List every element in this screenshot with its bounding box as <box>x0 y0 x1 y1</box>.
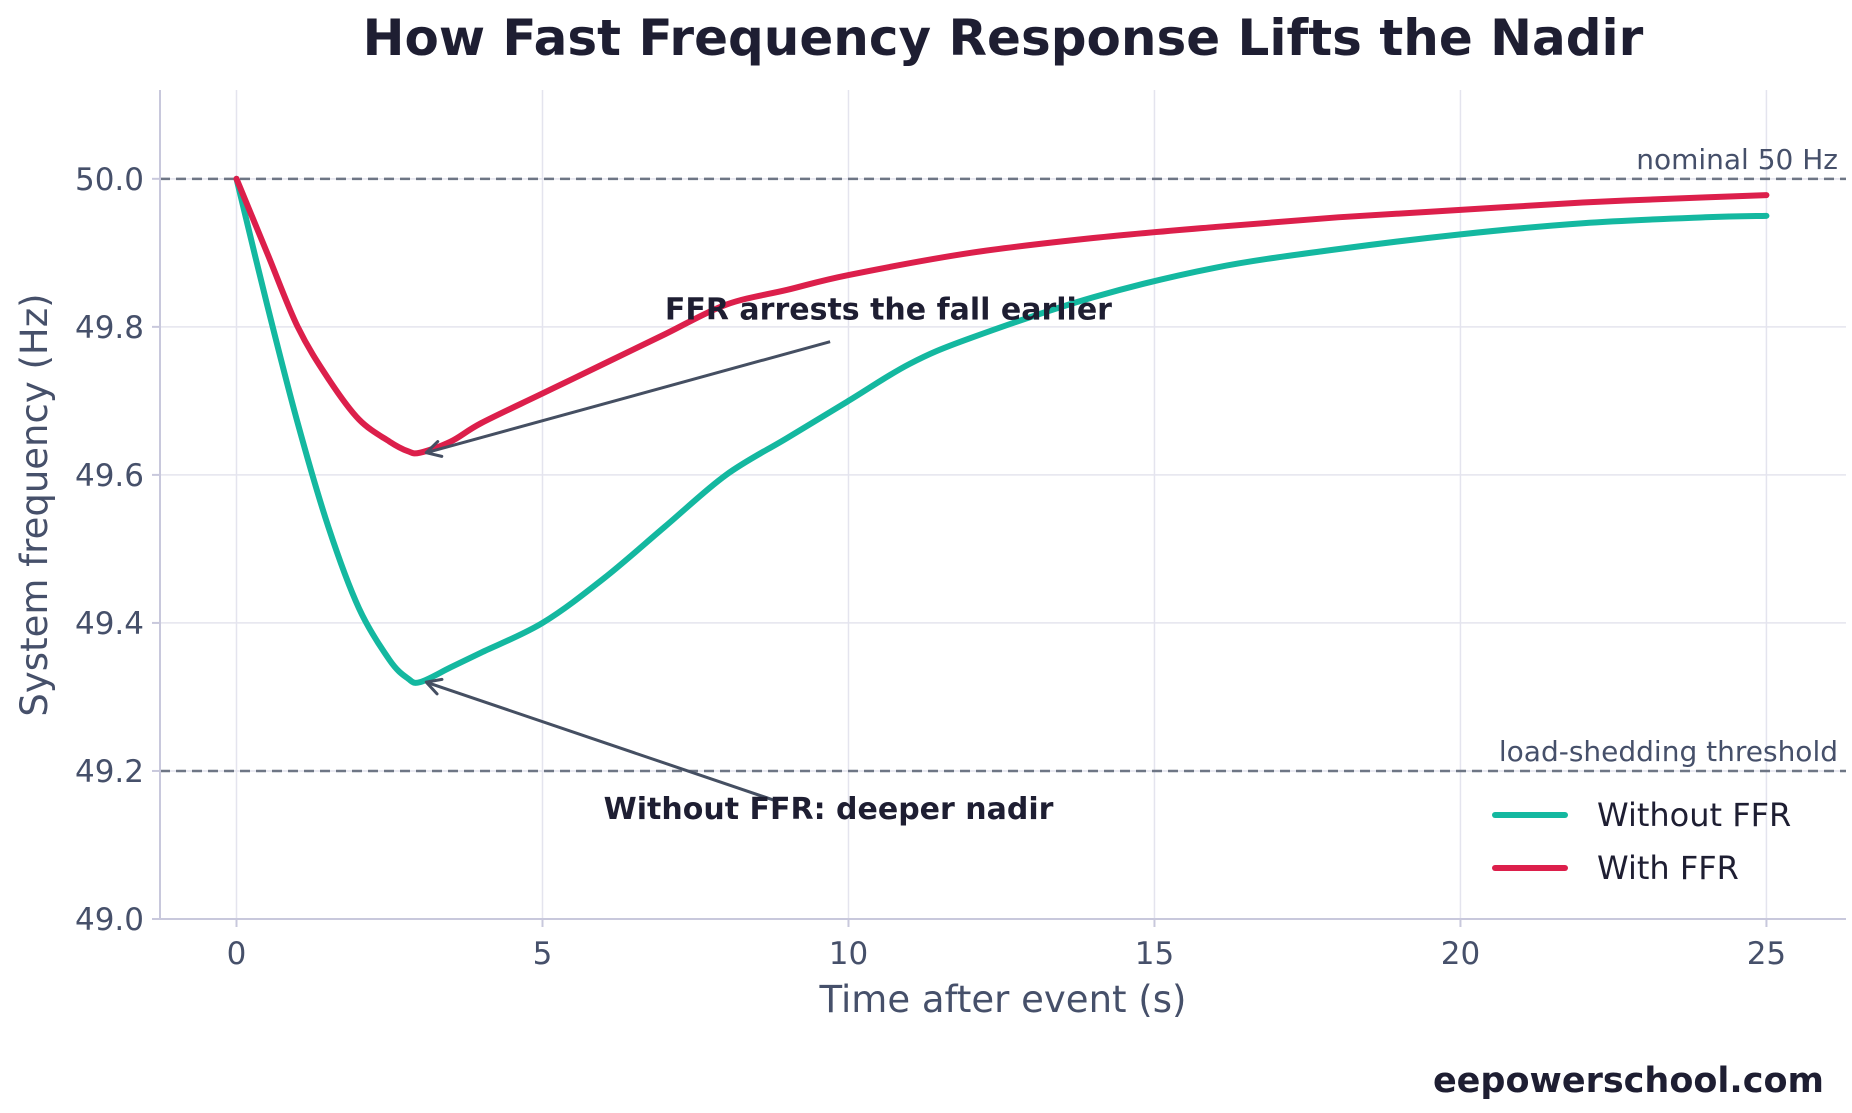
annotation-arrowhead <box>424 440 444 458</box>
x-axis-label: Time after event (s) <box>819 978 1187 1021</box>
x-tick-label: 0 <box>227 936 247 972</box>
reference-line-label: nominal 50 Hz <box>1636 143 1838 176</box>
annotation-text: FFR arrests the fall earlier <box>665 292 1112 327</box>
x-ticks: 0 5 10 15 20 25 <box>227 919 1786 972</box>
x-tick-label: 10 <box>829 936 868 972</box>
series-line-without-ffr <box>233 175 1770 686</box>
reference-line-label: load-shedding threshold <box>1499 735 1838 768</box>
y-ticks: 49.0 49.2 49.4 49.6 49.8 50.0 <box>75 162 160 938</box>
y-tick-label: 50.0 <box>75 162 144 198</box>
y-tick-label: 49.4 <box>75 606 144 642</box>
legend-label: With FFR <box>1597 849 1739 887</box>
x-tick-label: 25 <box>1747 936 1786 972</box>
annotations: FFR arrests the fall earlier Without FFR:… <box>424 292 1112 827</box>
legend: Without FFR With FFR <box>1492 796 1791 887</box>
y-tick-label: 49.2 <box>75 754 144 790</box>
chart-title: How Fast Frequency Response Lifts the Na… <box>363 9 1644 67</box>
series-line-with-ffr <box>233 175 1770 457</box>
reference-lines: nominal 50 Hz load-shedding threshold <box>160 143 1846 773</box>
annotation-arrowhead <box>424 677 444 696</box>
y-tick-label: 49.0 <box>75 902 144 938</box>
series-lines <box>233 175 1770 686</box>
annotation-arrow <box>425 680 776 802</box>
y-tick-label: 49.6 <box>75 458 144 494</box>
credit-text: eepowerschool.com <box>1433 1061 1824 1101</box>
x-tick-label: 5 <box>533 936 553 972</box>
y-tick-label: 49.8 <box>75 310 144 346</box>
annotation-text: Without FFR: deeper nadir <box>604 792 1054 827</box>
y-axis-label: System frequency (Hz) <box>13 293 56 716</box>
x-tick-label: 15 <box>1135 936 1174 972</box>
legend-label: Without FFR <box>1597 796 1791 834</box>
annotation-arrow <box>425 340 831 455</box>
x-tick-label: 20 <box>1441 936 1480 972</box>
